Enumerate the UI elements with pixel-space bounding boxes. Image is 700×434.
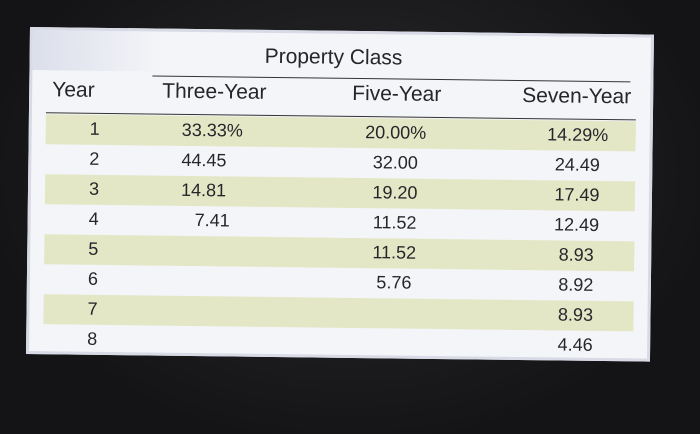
monitor-screen: Property Class Year Three-Year Five-Year… xyxy=(26,27,654,362)
five-year-cell: 11.52 xyxy=(372,242,417,263)
year-cell: 7 xyxy=(87,298,98,319)
three-year-cell xyxy=(180,240,260,241)
property-class-header: Property Class xyxy=(264,44,403,70)
seven-year-cell: 8.93 xyxy=(557,304,594,325)
column-header-year: Year xyxy=(52,78,95,102)
year-cell: 2 xyxy=(89,148,100,169)
five-year-cell: 19.20 xyxy=(372,182,418,203)
seven-year-cell: 4.46 xyxy=(557,334,593,355)
five-year-cell: 20.00% xyxy=(365,122,427,143)
seven-year-cell: 24.49 xyxy=(554,154,600,175)
five-year-cell: 32.00 xyxy=(372,152,419,173)
year-cell: 4 xyxy=(88,208,99,229)
three-year-cell xyxy=(180,270,260,271)
column-header-three-year: Three-Year xyxy=(162,79,267,104)
three-year-cell: 14.81 xyxy=(180,179,227,201)
year-cell: 6 xyxy=(87,268,99,289)
screen-glare xyxy=(32,30,163,72)
three-year-cell xyxy=(180,300,260,301)
seven-year-cell: 8.92 xyxy=(558,274,594,295)
five-year-cell: 11.52 xyxy=(372,212,417,233)
three-year-cell: 7.41 xyxy=(194,210,230,231)
five-year-cell xyxy=(353,332,433,333)
three-year-cell: 33.33% xyxy=(181,119,243,141)
column-header-five-year: Five-Year xyxy=(352,81,442,107)
seven-year-cell: 17.49 xyxy=(554,184,600,205)
three-year-cell xyxy=(179,330,259,331)
depreciation-table-body: 1 33.33% 20.00% 14.29% 2 44.45 32.00 24.… xyxy=(43,114,636,361)
seven-year-cell: 8.93 xyxy=(558,244,594,265)
seven-year-cell: 12.49 xyxy=(553,214,600,235)
five-year-cell: 5.76 xyxy=(376,272,412,293)
column-header-seven-year: Seven-Year xyxy=(522,84,632,109)
year-cell: 5 xyxy=(88,238,99,259)
year-cell: 3 xyxy=(88,178,100,199)
five-year-cell xyxy=(354,302,434,303)
year-cell: 1 xyxy=(89,118,100,139)
three-year-cell: 44.45 xyxy=(181,149,227,171)
year-cell: 8 xyxy=(87,328,98,349)
seven-year-cell: 14.29% xyxy=(547,124,609,146)
